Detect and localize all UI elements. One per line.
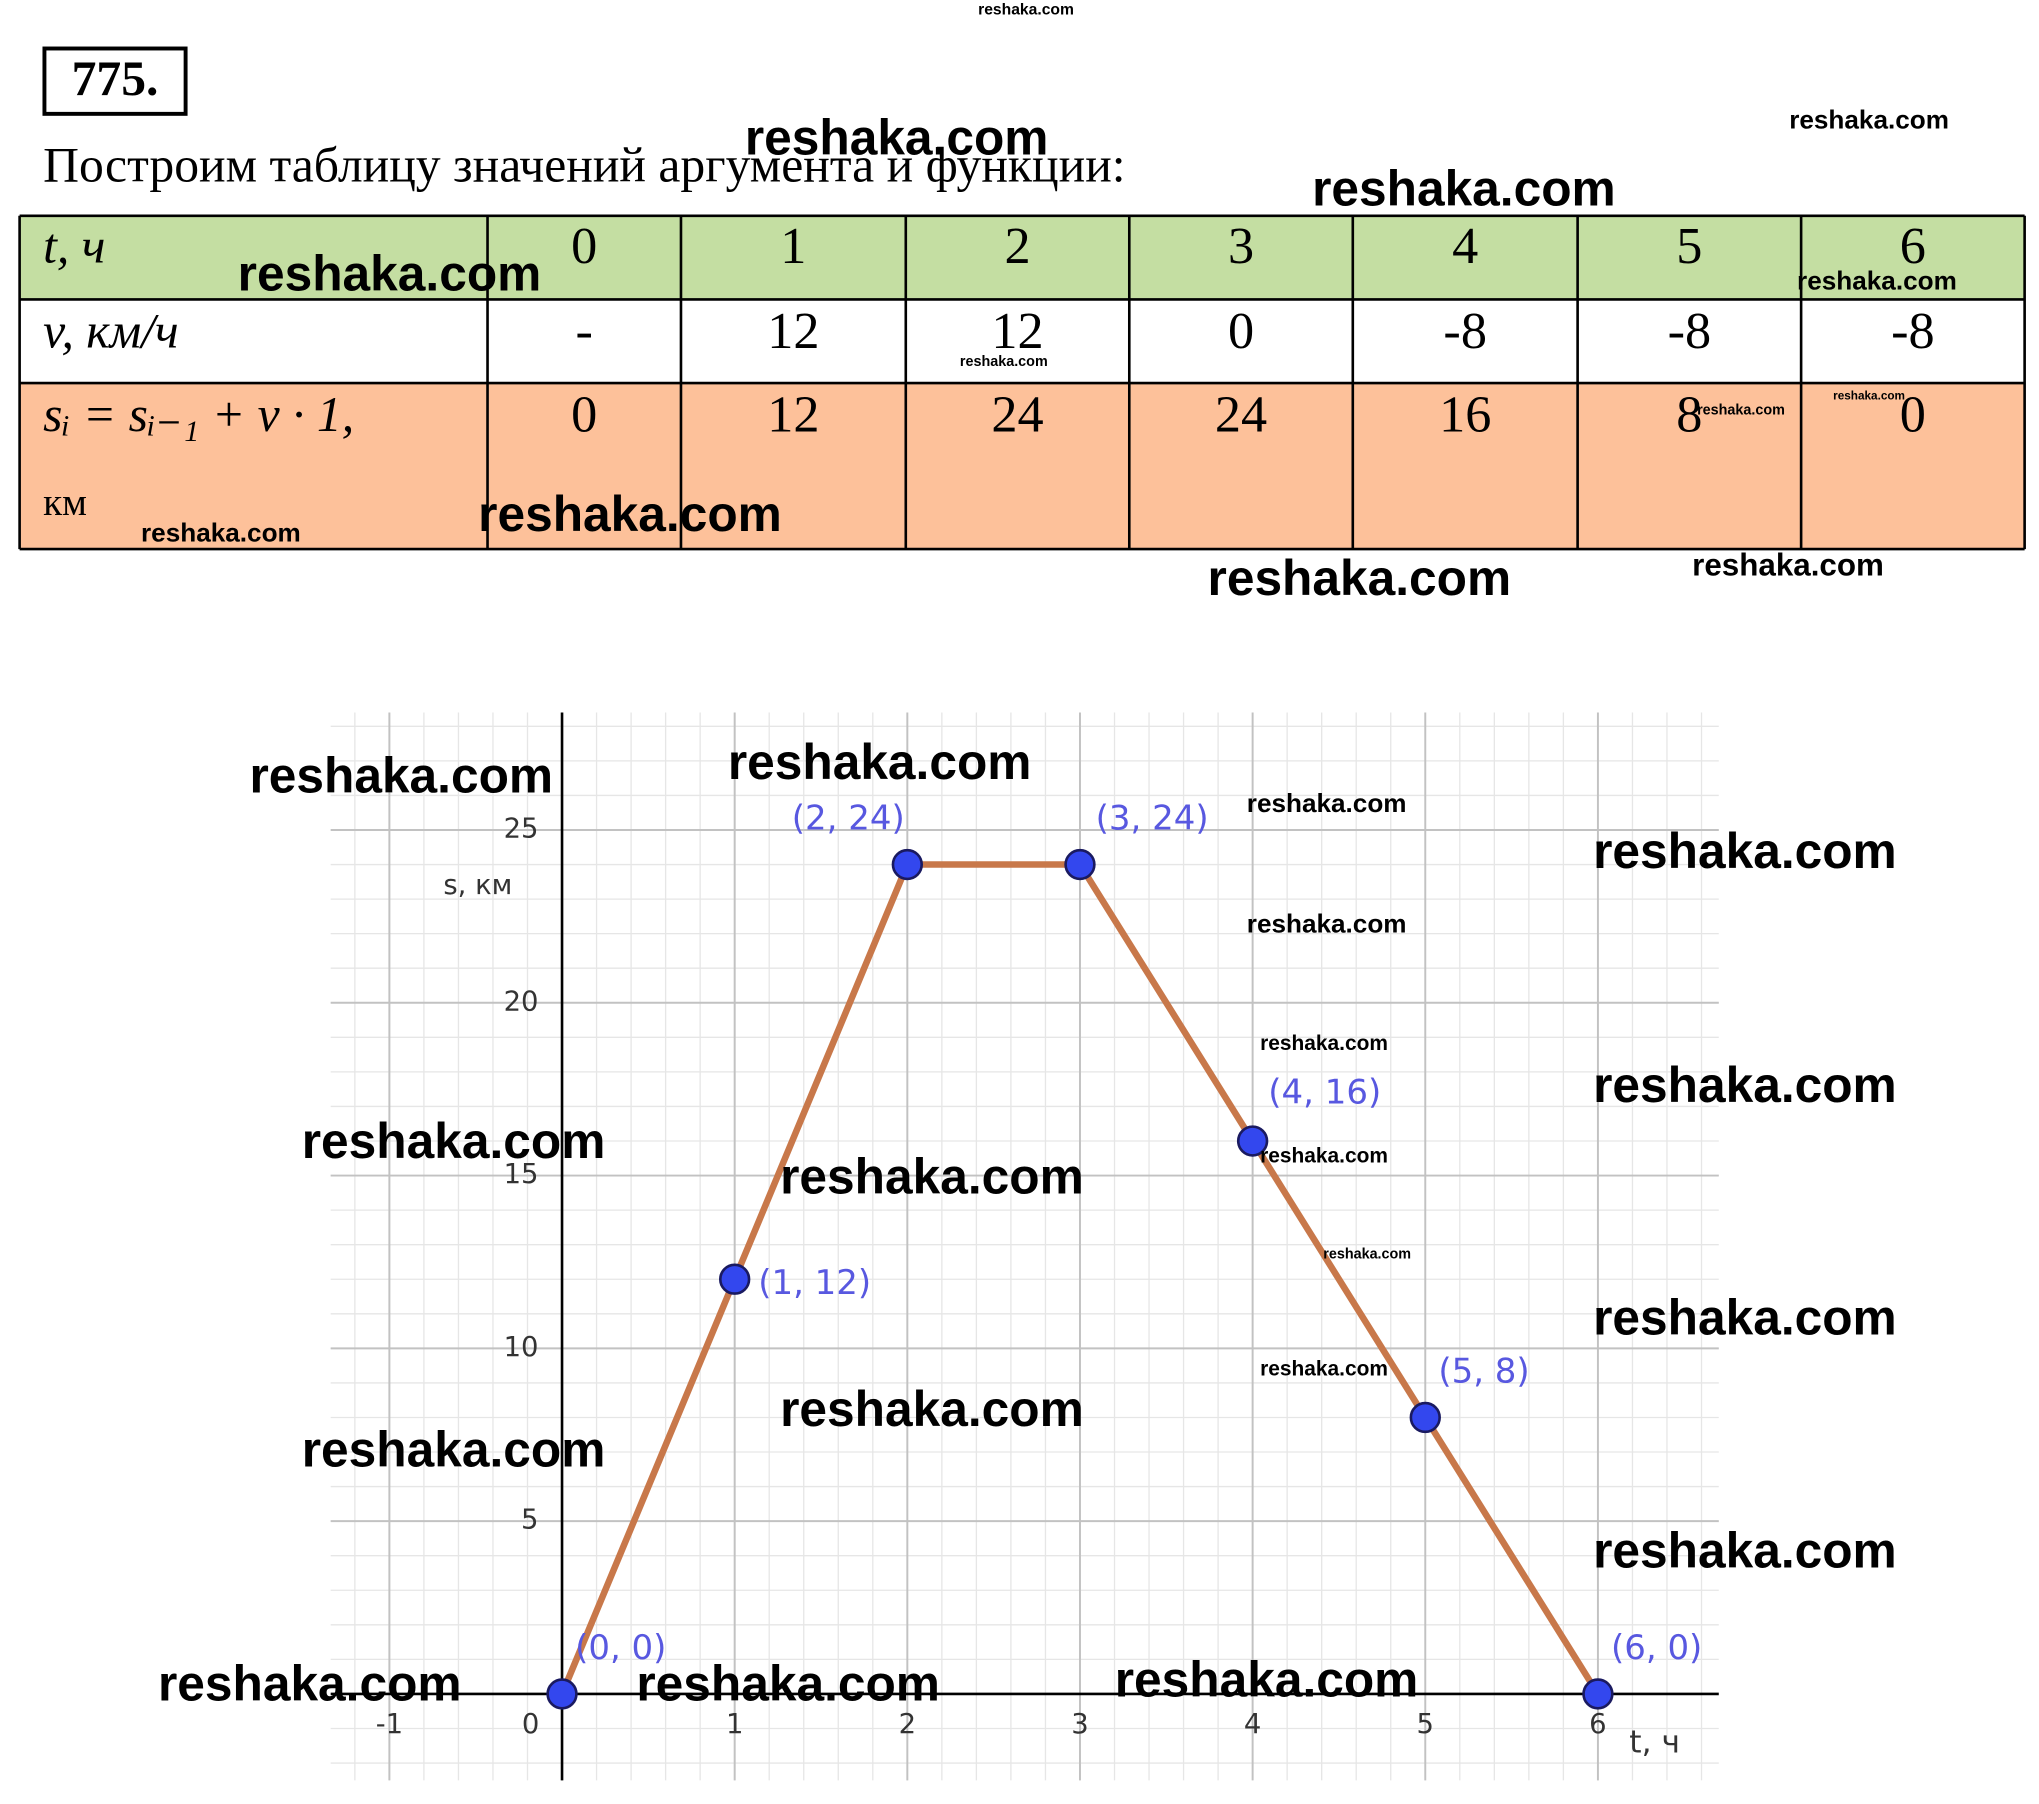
watermark: reshaka.com: [1260, 1357, 1388, 1380]
watermark: reshaka.com: [249, 747, 553, 803]
row-header: t, ч: [43, 218, 105, 273]
point-label: (3, 24): [1096, 799, 1209, 839]
watermark: reshaka.com: [978, 2, 1074, 19]
table-row-bg: [19, 299, 2025, 384]
row-header: sᵢ = sᵢ₋₁ + v · 1,: [43, 387, 354, 442]
watermark: reshaka.com: [1260, 1032, 1388, 1055]
table-cell: 8: [1676, 386, 1702, 444]
point-label: (5, 8): [1438, 1352, 1529, 1392]
point-label: (4, 16): [1268, 1072, 1381, 1112]
watermark: reshaka.com: [1312, 160, 1616, 216]
watermarks: reshaka.com reshaka.com reshaka.com reshaka…: [141, 2, 1957, 1712]
table-cell: 0: [571, 217, 597, 275]
table-cell: 2: [1004, 217, 1030, 275]
watermark: reshaka.com: [1692, 548, 1884, 583]
row-header: км: [43, 481, 87, 524]
row-header: v, км/ч: [43, 303, 179, 358]
problem-number: 775.: [72, 51, 159, 106]
data-point: [1236, 1125, 1269, 1157]
table-cell: 12: [767, 386, 819, 444]
x-axis-label: t, ч: [1629, 1725, 1680, 1761]
watermark: reshaka.com: [1247, 908, 1407, 938]
x-tick-label: -1: [376, 1709, 403, 1740]
watermark: reshaka.com: [158, 1656, 462, 1712]
table-cell: -8: [1443, 302, 1487, 360]
watermark: reshaka.com: [1697, 402, 1785, 418]
data-point: [1064, 848, 1096, 881]
intro-text: Построим таблицу значений аргумента и фу…: [43, 137, 1125, 192]
table-cell: -8: [1668, 302, 1712, 360]
table-cell: 3: [1228, 217, 1254, 275]
x-tick-label: 5: [1417, 1709, 1434, 1740]
table-cell: 12: [767, 302, 819, 360]
data-point: [718, 1263, 751, 1295]
watermark: reshaka.com: [780, 1381, 1084, 1437]
watermark: reshaka.com: [478, 486, 782, 542]
x-tick-label: 0: [522, 1709, 539, 1740]
watermark: reshaka.com: [141, 518, 301, 548]
watermark: reshaka.com: [1323, 1247, 1411, 1263]
watermark: reshaka.com: [1247, 788, 1407, 818]
watermark: reshaka.com: [302, 1422, 606, 1478]
table-cell: 6: [1900, 217, 1926, 275]
table-cell: 0: [1228, 302, 1254, 360]
table-cell: -: [576, 302, 593, 360]
y-tick-label: 20: [504, 986, 539, 1017]
y-tick-label: 5: [521, 1505, 538, 1536]
table-cell: 5: [1676, 217, 1702, 275]
table-cell: -8: [1891, 302, 1935, 360]
watermark: reshaka.com: [960, 354, 1048, 370]
watermark: reshaka.com: [1593, 823, 1897, 879]
watermark: reshaka.com: [302, 1113, 606, 1169]
watermark: reshaka.com: [636, 1656, 940, 1712]
table-cell: 12: [991, 302, 1043, 360]
table-cell: 1: [780, 217, 806, 275]
y-axis-label: s, км: [443, 870, 512, 901]
watermark: reshaka.com: [1593, 1290, 1897, 1346]
point-label: (2, 24): [792, 799, 905, 839]
watermark: reshaka.com: [1789, 105, 1949, 135]
watermark: reshaka.com: [1208, 550, 1512, 606]
number-box: [42, 46, 188, 116]
table-row-bg: [19, 215, 2025, 300]
watermark: reshaka.com: [1593, 1522, 1897, 1578]
watermark: reshaka.com: [1797, 265, 1957, 295]
table-cell: 24: [1215, 386, 1267, 444]
x-tick-label: 1: [726, 1709, 743, 1740]
watermark: reshaka.com: [1260, 1144, 1388, 1167]
table-cell: 16: [1439, 386, 1491, 444]
watermark: reshaka.com: [780, 1149, 1084, 1205]
point-label: (0, 0): [575, 1628, 666, 1668]
table: t, ч 0 1 2 3 4 5 6v, км/ч -12 12 0 -8 -8 -8sᵢ = sᵢ₋₁ …: [18, 214, 2026, 551]
point-label: (1, 12): [758, 1263, 871, 1303]
table-row-bg: [19, 383, 2025, 550]
chart: -1 0 1 2 3 4 5 6 5 10 15 20 25 s, км t, ч (0, 0) (1, 12)…: [330, 712, 1719, 1781]
data-point: [1409, 1401, 1441, 1434]
watermark: reshaka.com: [1115, 1652, 1419, 1708]
table-cell: 0: [1900, 386, 1926, 444]
watermark: reshaka.com: [1833, 389, 1905, 402]
x-tick-label: 3: [1071, 1709, 1088, 1740]
table-cell: 4: [1452, 217, 1478, 275]
y-tick-label: 15: [504, 1159, 539, 1190]
data-point: [1582, 1678, 1614, 1710]
data-point: [891, 848, 924, 881]
watermark: reshaka.com: [1593, 1057, 1897, 1113]
x-tick-label: 2: [899, 1709, 916, 1740]
data-point: [546, 1678, 578, 1710]
table-cell: 0: [571, 386, 597, 444]
table-cell: 24: [991, 386, 1043, 444]
watermark: reshaka.com: [728, 734, 1032, 790]
x-tick-label: 6: [1589, 1709, 1606, 1740]
y-tick-label: 10: [504, 1332, 539, 1363]
point-label: (6, 0): [1611, 1628, 1702, 1668]
watermark: reshaka.com: [238, 245, 542, 301]
watermark: reshaka.com: [745, 109, 1049, 165]
y-tick-label: 25: [504, 813, 539, 844]
x-tick-label: 4: [1244, 1709, 1261, 1740]
